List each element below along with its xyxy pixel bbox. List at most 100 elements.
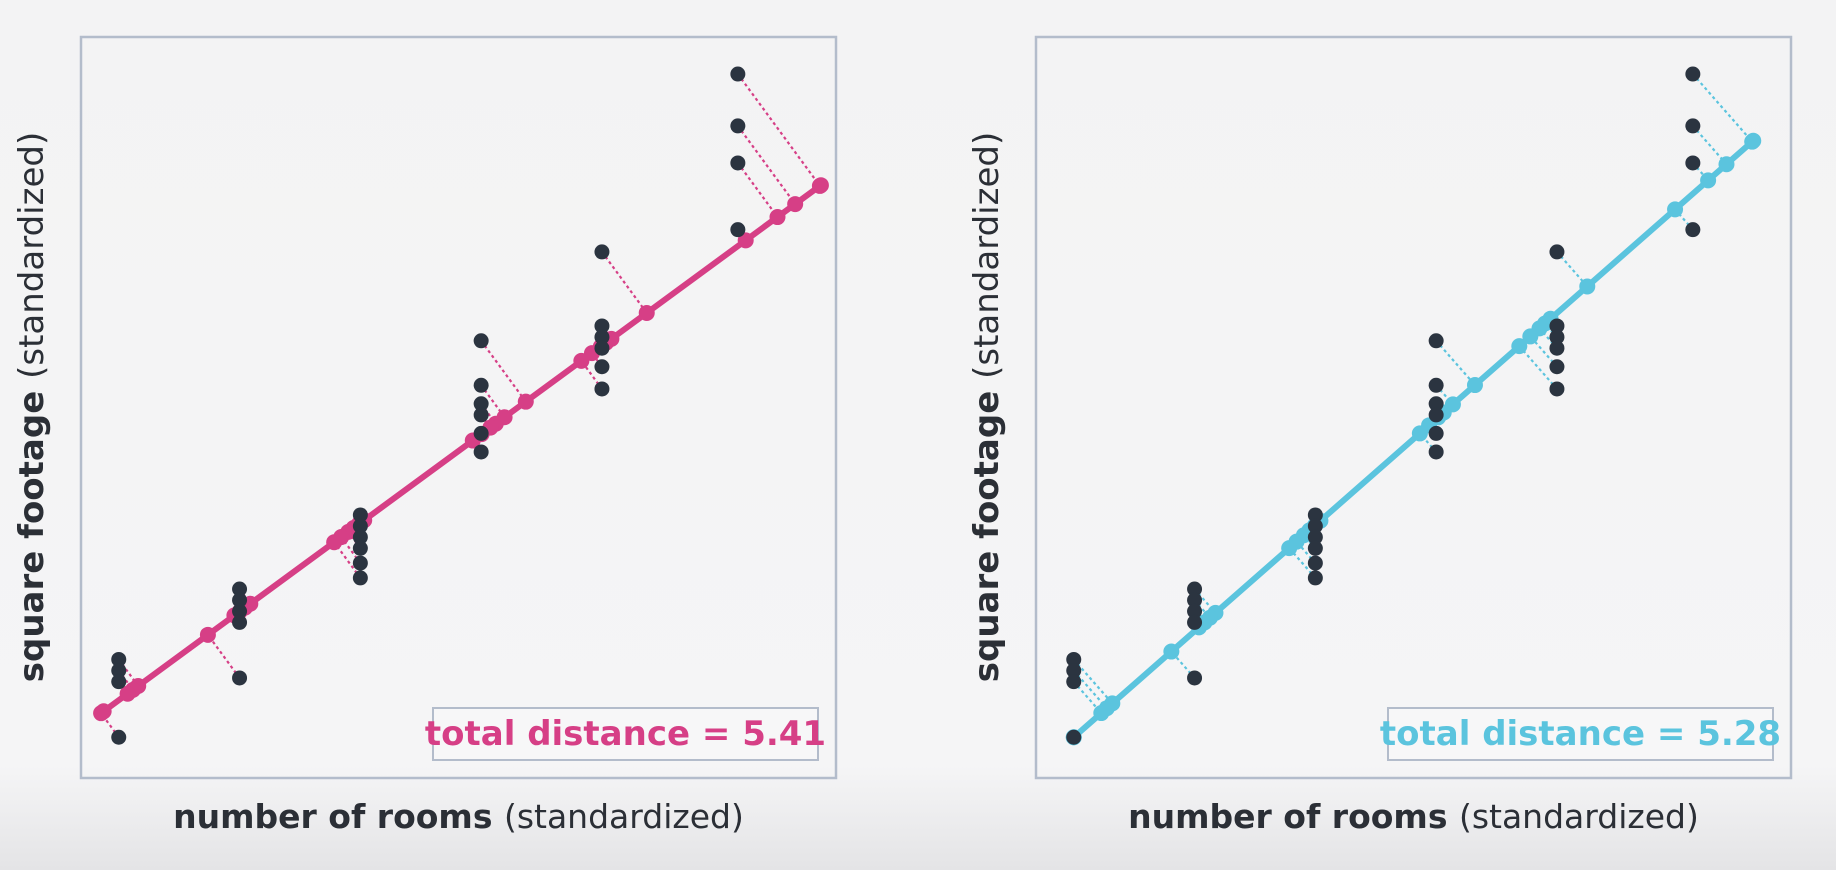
projected-point: [1667, 201, 1684, 218]
y-axis-label: square footage (standardized): [12, 132, 52, 682]
data-point: [1428, 333, 1444, 349]
x-axis-label: number of rooms (standardized): [173, 797, 744, 836]
data-point: [1187, 614, 1203, 630]
data-point: [111, 674, 127, 690]
data-point: [1187, 592, 1203, 608]
data-point: [111, 729, 127, 745]
data-point: [1307, 570, 1323, 586]
data-point: [594, 244, 610, 260]
distance-line: [1538, 327, 1558, 349]
data-point: [1685, 222, 1701, 238]
data-point: [111, 663, 127, 679]
data-point: [594, 340, 610, 356]
data-point: [352, 507, 368, 523]
data-point: [594, 359, 610, 375]
y-axis-label-bold: square footage: [967, 379, 1007, 682]
data-point: [730, 222, 746, 238]
data-point: [352, 540, 368, 556]
annotation-box: [1387, 707, 1774, 761]
data-point: [473, 396, 489, 412]
data-point: [1066, 674, 1082, 690]
data-point: [1187, 670, 1203, 686]
chart-panel-left: total distance = 5.41 number of rooms (st…: [12, 35, 838, 836]
total-distance-label: total distance = 5.28: [1380, 714, 1781, 754]
projected-point: [1744, 133, 1761, 150]
projected-point: [517, 393, 534, 410]
data-point: [1549, 244, 1565, 260]
x-axis-label: number of rooms (standardized): [1128, 797, 1699, 836]
data-points: [111, 66, 746, 745]
x-axis-label-rest: (standardized): [1459, 797, 1699, 836]
data-point: [473, 333, 489, 349]
projected-point: [326, 534, 343, 551]
projected-point: [119, 685, 136, 702]
data-point: [1428, 444, 1444, 460]
data-point: [730, 118, 746, 134]
data-point: [473, 407, 489, 423]
data-point: [730, 66, 746, 82]
projected-point: [1579, 278, 1596, 295]
fit-line: [1070, 137, 1757, 741]
x-axis-label-bold: number of rooms: [1128, 797, 1459, 836]
data-point: [352, 529, 368, 545]
distance-line: [1435, 340, 1476, 386]
y-axis-label-bold: square footage: [12, 379, 52, 682]
distance-line: [1674, 208, 1694, 231]
data-point: [352, 518, 368, 534]
distance-line: [1692, 73, 1754, 143]
projected-point: [1093, 705, 1110, 722]
distance-line: [207, 634, 241, 679]
distance-line: [1435, 384, 1454, 406]
distance-line: [736, 125, 797, 205]
data-point: [232, 581, 248, 597]
data-point: [1549, 318, 1565, 334]
projected-point: [1411, 425, 1428, 442]
distance-line: [736, 73, 821, 187]
total-distance-label: total distance = 5.41: [425, 714, 826, 754]
projected-point: [638, 304, 655, 321]
data-point: [473, 425, 489, 441]
chart-panel-right: total distance = 5.28 number of rooms (st…: [918, 0, 1836, 870]
projected-point: [93, 705, 110, 722]
data-point: [1428, 407, 1444, 423]
x-axis-label-bold: number of rooms: [173, 797, 504, 836]
y-axis-label: square footage (standardized): [967, 132, 1007, 682]
fit-line: [100, 182, 824, 715]
data-point: [1685, 118, 1701, 134]
data-point: [594, 318, 610, 334]
data-point: [232, 614, 248, 630]
data-point: [1307, 518, 1323, 534]
data-point: [1428, 377, 1444, 393]
y-axis-label-rest: (standardized): [967, 132, 1007, 379]
distance-line: [1072, 658, 1114, 705]
data-point: [1187, 603, 1203, 619]
data-point: [1549, 340, 1565, 356]
distance-line: [1692, 125, 1728, 165]
data-point: [111, 651, 127, 667]
data-points: [1066, 66, 1701, 745]
data-point: [232, 603, 248, 619]
projected-point: [1466, 377, 1483, 394]
projected-point: [787, 196, 804, 213]
distance-line: [601, 251, 648, 314]
data-point: [594, 329, 610, 345]
data-point: [1307, 555, 1323, 571]
distance-line: [480, 340, 527, 403]
data-point: [730, 155, 746, 171]
projected-point: [1163, 643, 1180, 660]
projected-point: [1511, 338, 1528, 355]
annotation-box: [432, 707, 819, 761]
data-point: [1428, 425, 1444, 441]
projected-point: [199, 626, 216, 643]
plot-frame: [79, 35, 838, 780]
data-point: [1307, 507, 1323, 523]
projected-point: [1718, 156, 1735, 173]
projected-point: [769, 209, 786, 226]
projected-point: [737, 232, 754, 249]
data-point: [594, 381, 610, 397]
data-point: [473, 377, 489, 393]
data-point: [1066, 651, 1082, 667]
data-point: [352, 570, 368, 586]
data-point: [1066, 663, 1082, 679]
data-point: [352, 555, 368, 571]
